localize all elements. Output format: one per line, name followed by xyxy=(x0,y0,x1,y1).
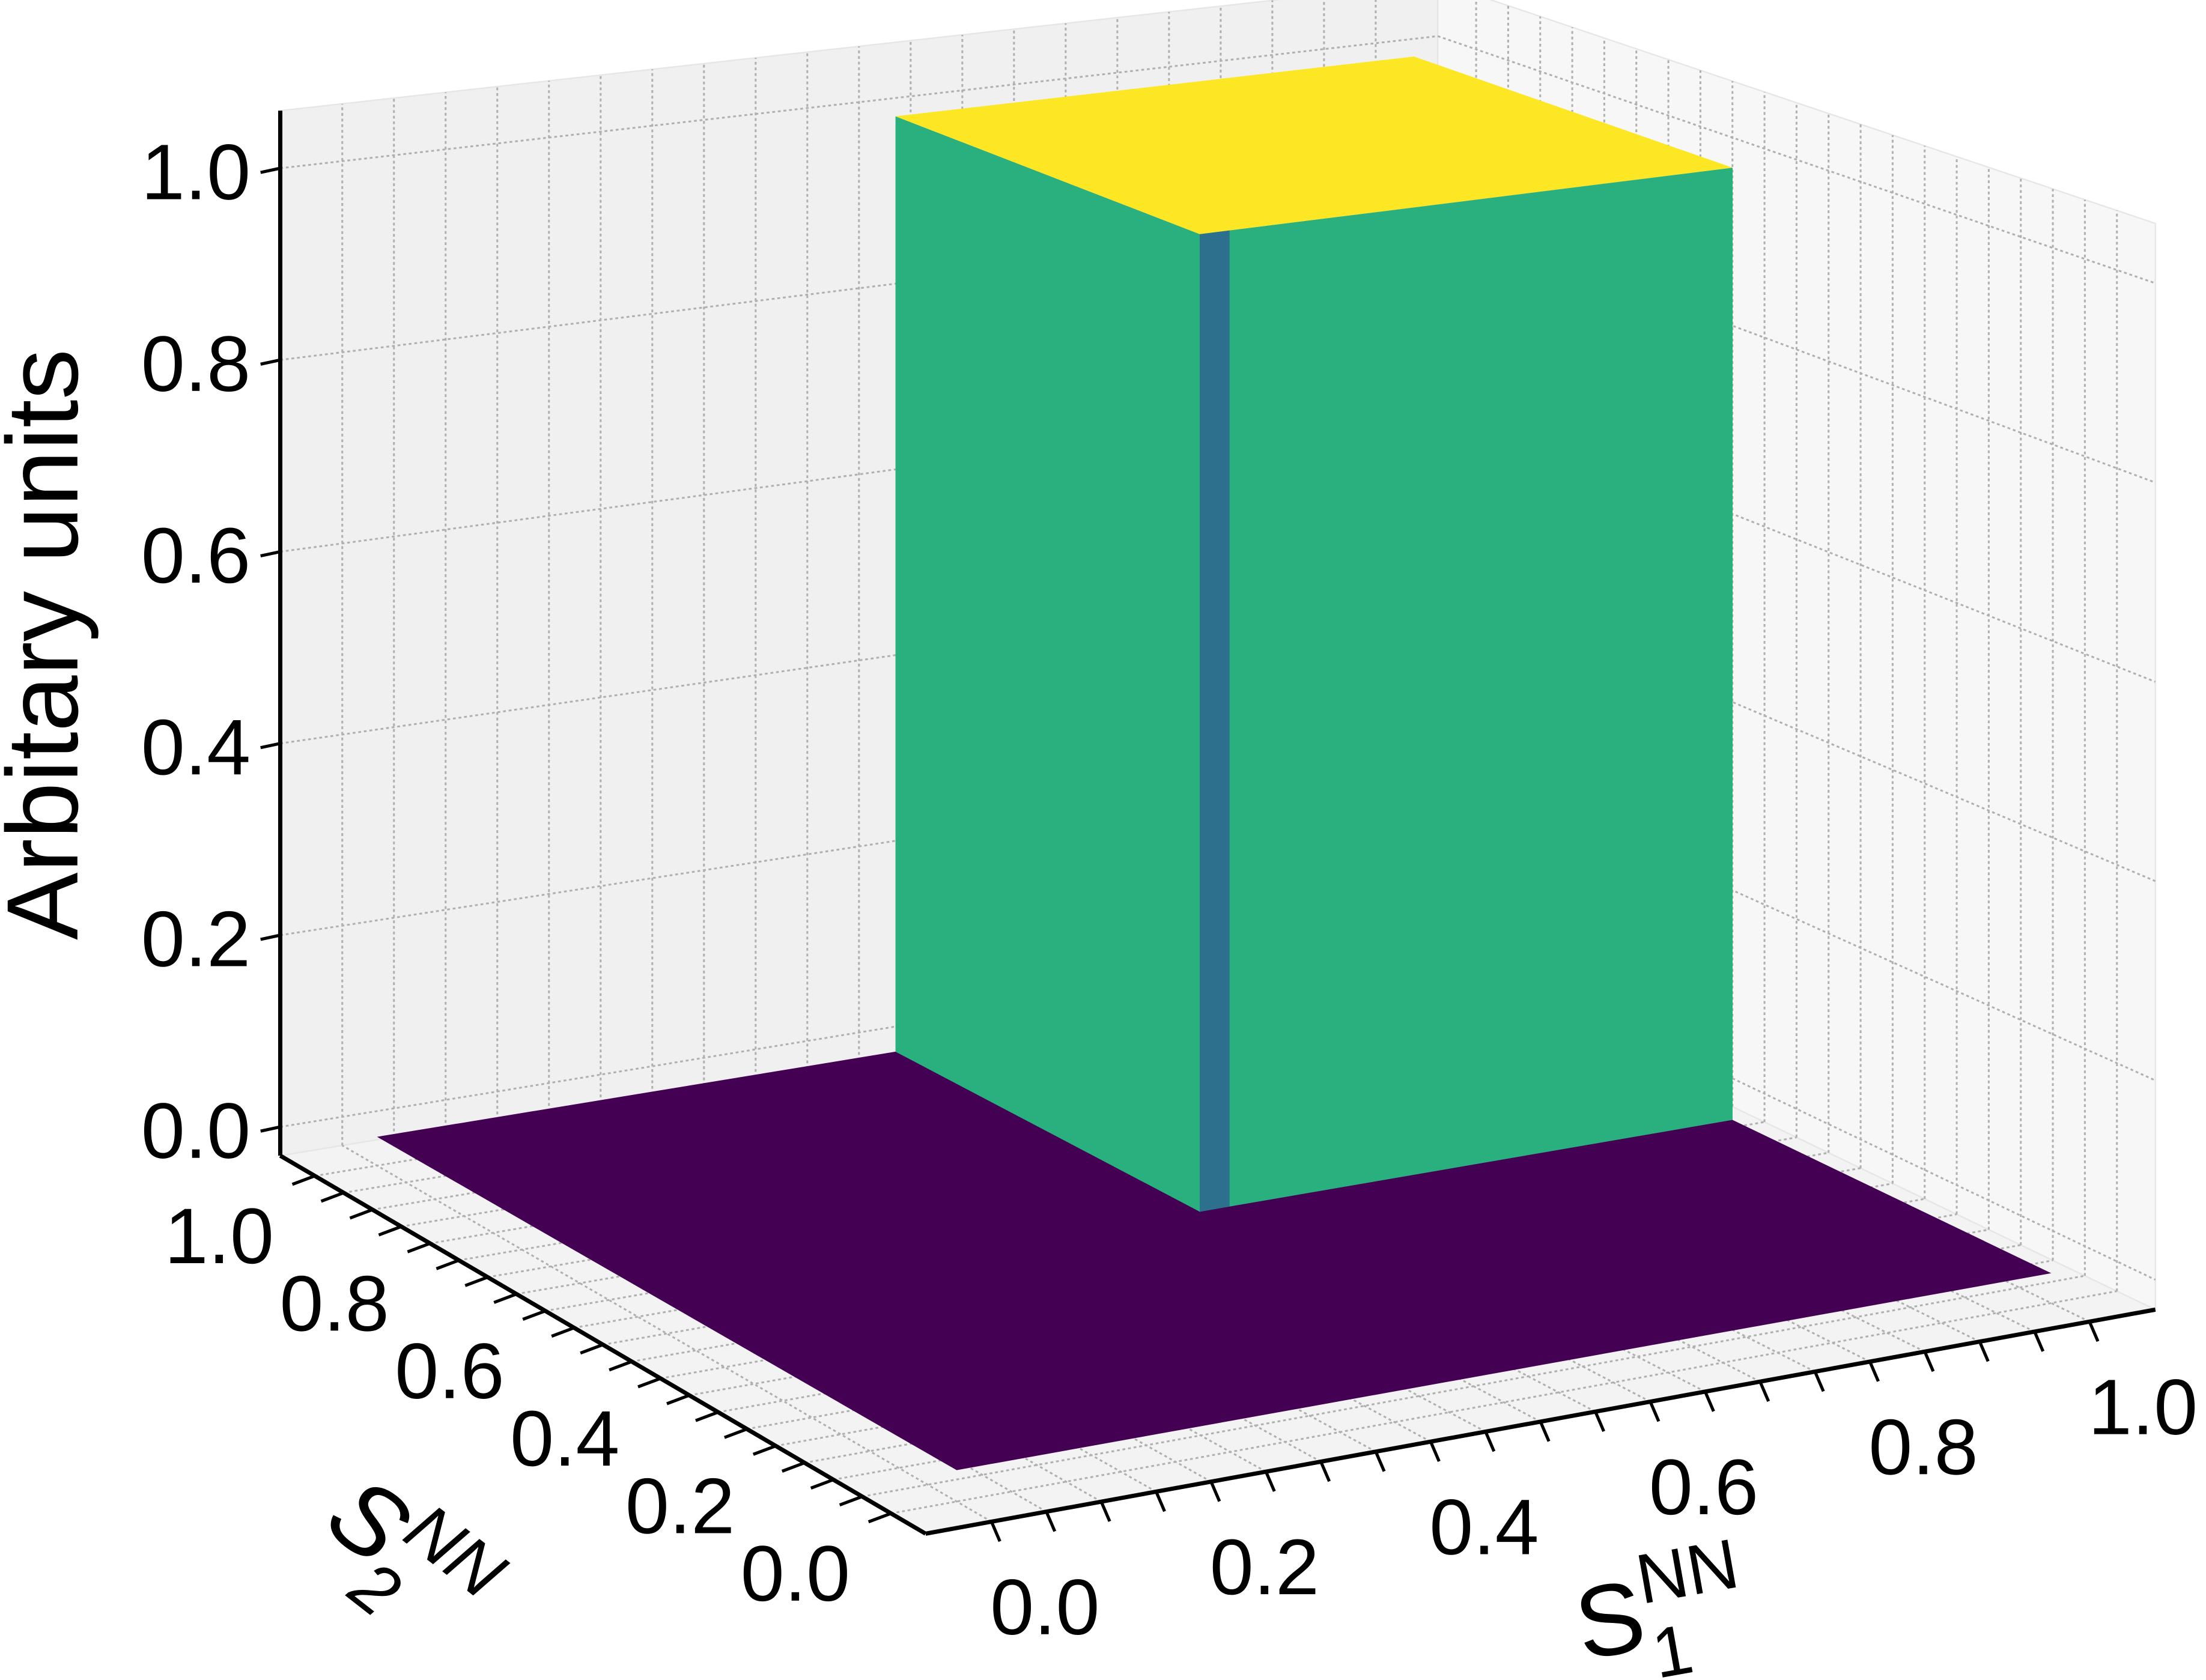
x-tick-label: 0.8 xyxy=(1868,1403,1978,1491)
x-axis-tick xyxy=(1648,1401,1661,1422)
z-axis-tick xyxy=(260,358,281,366)
x-axis-tick xyxy=(1429,1441,1441,1462)
x-axis-tick xyxy=(1484,1431,1496,1452)
z-tick-label: 0.0 xyxy=(141,1087,251,1175)
surface-high-region xyxy=(895,56,1733,234)
x-axis-tick xyxy=(1264,1471,1276,1492)
x-axis-tick xyxy=(1045,1511,1057,1532)
x-axis-tick xyxy=(1978,1341,1990,1362)
y-axis-label: S NN 2 xyxy=(308,1454,520,1631)
y-axis-tick xyxy=(868,1512,892,1524)
tick-labels: 0.0 0.2 0.4 0.6 0.8 1.00.00.20.40.60.81.00.00… xyxy=(141,128,2198,1651)
y-axis-tick xyxy=(752,1444,777,1456)
y-axis-tick xyxy=(695,1410,719,1422)
y-tick-label: 0.6 xyxy=(395,1327,504,1415)
x-axis-tick xyxy=(1099,1501,1111,1522)
x-axis-label: S NN 1 xyxy=(1567,1524,1744,1680)
gridline-z-left xyxy=(280,937,1438,1128)
y-tick-label: 0.0 xyxy=(741,1529,850,1618)
x-axis-tick xyxy=(1539,1421,1551,1442)
z-tick-label: 0.6 xyxy=(141,511,251,599)
y-tick-label: 0.2 xyxy=(625,1461,735,1550)
x-axis-tick xyxy=(989,1521,1001,1542)
y-axis-tick xyxy=(723,1427,748,1439)
x-axis-label-sub: 1 xyxy=(1646,1609,1698,1680)
x-axis-tick xyxy=(1594,1411,1605,1433)
x-axis-tick xyxy=(1758,1381,1770,1403)
y-axis-tick xyxy=(609,1360,633,1372)
x-axis-label-sup: NN xyxy=(1630,1524,1744,1619)
x-axis-tick xyxy=(2033,1330,2045,1352)
y-axis-tick xyxy=(378,1225,402,1237)
x-axis-tick xyxy=(1868,1360,1880,1382)
z-axis-tick xyxy=(260,166,281,174)
y-axis-tick xyxy=(464,1275,488,1287)
gridline-z-right xyxy=(1437,35,2156,284)
y-axis-tick xyxy=(320,1191,344,1203)
z-tick-label: 0.8 xyxy=(141,320,251,408)
surface-step-wall-s2 xyxy=(1200,168,1733,1212)
y-axis-tick xyxy=(666,1393,690,1406)
y-axis-tick xyxy=(781,1461,806,1473)
gridline-floor-x xyxy=(341,1144,992,1523)
z-axis-tick xyxy=(260,742,281,750)
z-tick-label: 0.2 xyxy=(141,894,251,983)
x-tick-label: 1.0 xyxy=(2088,1363,2198,1451)
gridline-floor-y xyxy=(890,1290,2117,1515)
y-axis-tick xyxy=(637,1377,661,1389)
x-tick-label: 0.4 xyxy=(1429,1483,1539,1571)
x-axis-tick xyxy=(2088,1321,2100,1342)
y-axis-tick xyxy=(349,1208,373,1220)
gridline-z-right xyxy=(1437,396,2156,683)
z-axis-tick xyxy=(260,550,281,558)
y-axis-tick xyxy=(580,1343,604,1355)
x-axis-tick xyxy=(1923,1351,1935,1372)
x-axis-tick xyxy=(1209,1481,1221,1502)
y-tick-label: 0.8 xyxy=(279,1259,389,1347)
axis-lines xyxy=(260,111,2156,1542)
x-axis-tick xyxy=(1319,1461,1331,1482)
x-tick-label: 0.2 xyxy=(1210,1523,1319,1611)
y-axis-tick xyxy=(436,1258,460,1270)
y-axis-tick xyxy=(493,1293,517,1304)
x-axis-tick xyxy=(1374,1451,1386,1472)
surface-step-wall-s1 xyxy=(895,116,1200,1212)
z-axis-label: Arbitary units xyxy=(0,349,99,940)
y-axis-tick xyxy=(407,1242,431,1254)
y-axis-tick xyxy=(551,1326,575,1338)
y-axis-tick xyxy=(810,1478,834,1490)
y-axis-tick xyxy=(839,1495,863,1507)
z-tick-label: 1.0 xyxy=(141,128,251,216)
y-axis-tick xyxy=(522,1309,546,1321)
z-axis-tick xyxy=(260,1125,281,1133)
y-tick-label: 1.0 xyxy=(165,1192,274,1280)
z-axis-tick xyxy=(260,933,281,941)
y-axis-tick xyxy=(291,1174,315,1186)
surface-plot xyxy=(377,56,2052,1470)
x-axis-tick xyxy=(1155,1491,1166,1512)
y-tick-label: 0.4 xyxy=(510,1394,619,1482)
x-axis-tick xyxy=(1703,1390,1715,1412)
x-tick-label: 0.6 xyxy=(1649,1443,1758,1531)
surface-step-edge xyxy=(1200,230,1230,1212)
gridline-z-right xyxy=(1437,216,2156,484)
z-tick-label: 0.4 xyxy=(141,703,251,791)
x-tick-label: 0.0 xyxy=(990,1563,1099,1651)
x-axis-tick xyxy=(1813,1371,1825,1392)
